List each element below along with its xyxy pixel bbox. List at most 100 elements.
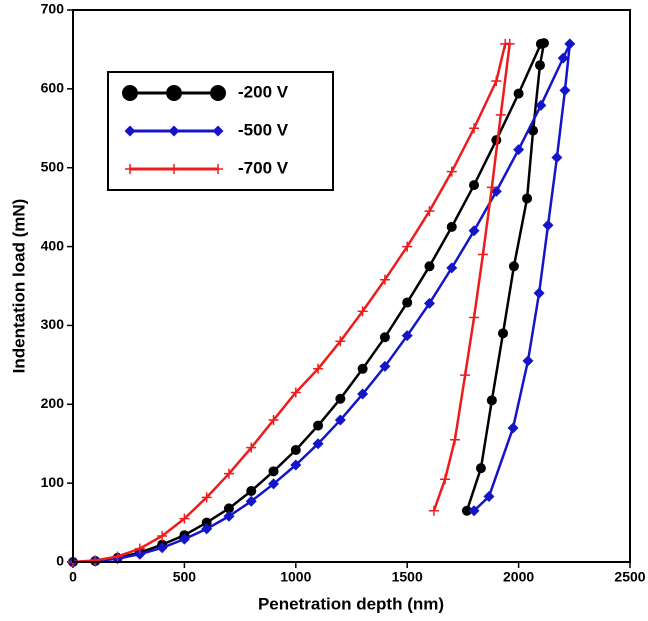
plot-frame bbox=[72, 9, 631, 563]
y-tick-label: 300 bbox=[41, 316, 65, 332]
marker bbox=[469, 312, 480, 323]
marker bbox=[290, 445, 301, 456]
x-axis-title: Penetration depth (nm) bbox=[258, 594, 444, 613]
marker bbox=[428, 505, 439, 516]
legend-label: -700 V bbox=[238, 158, 289, 177]
marker bbox=[475, 463, 486, 474]
marker bbox=[460, 370, 471, 381]
marker bbox=[357, 306, 368, 317]
marker bbox=[559, 84, 571, 96]
marker bbox=[522, 193, 533, 204]
marker bbox=[535, 99, 547, 111]
legend-marker bbox=[168, 125, 180, 137]
marker bbox=[223, 503, 234, 514]
y-axis-title: Indentation load (mN) bbox=[9, 199, 28, 374]
marker bbox=[513, 144, 525, 156]
marker bbox=[112, 551, 123, 562]
marker bbox=[246, 442, 257, 453]
marker bbox=[178, 533, 190, 545]
marker bbox=[469, 180, 480, 191]
marker bbox=[504, 38, 515, 49]
marker bbox=[491, 75, 502, 86]
marker bbox=[313, 420, 324, 431]
marker bbox=[469, 123, 480, 134]
marker bbox=[245, 495, 257, 507]
series-line bbox=[72, 42, 511, 564]
marker bbox=[290, 387, 301, 398]
legend-marker bbox=[169, 164, 179, 174]
y-tick-label: 200 bbox=[41, 395, 65, 411]
marker bbox=[402, 241, 413, 252]
marker bbox=[157, 530, 168, 541]
marker bbox=[246, 486, 257, 497]
marker bbox=[334, 414, 346, 426]
legend-marker bbox=[122, 85, 138, 101]
legend-label: -500 V bbox=[238, 120, 289, 139]
marker bbox=[424, 206, 435, 217]
marker bbox=[268, 466, 279, 477]
marker bbox=[461, 505, 472, 516]
y-tick-label: 100 bbox=[41, 474, 65, 490]
marker bbox=[134, 548, 146, 560]
marker bbox=[156, 542, 168, 554]
marker bbox=[401, 330, 413, 342]
marker bbox=[468, 505, 480, 517]
marker bbox=[335, 393, 346, 404]
marker bbox=[498, 328, 509, 339]
marker bbox=[538, 38, 549, 49]
marker bbox=[486, 395, 497, 406]
legend-marker bbox=[213, 164, 223, 174]
marker bbox=[477, 249, 488, 260]
marker bbox=[201, 492, 212, 503]
marker bbox=[490, 185, 502, 197]
marker bbox=[446, 262, 458, 274]
marker bbox=[268, 478, 280, 490]
marker bbox=[134, 543, 145, 554]
y-tick-label: 500 bbox=[41, 158, 65, 174]
marker bbox=[468, 225, 480, 237]
marker bbox=[201, 517, 212, 528]
marker bbox=[513, 88, 524, 99]
x-tick-label: 1000 bbox=[280, 569, 311, 585]
legend-marker bbox=[125, 164, 135, 174]
marker bbox=[564, 38, 576, 50]
marker bbox=[179, 513, 190, 524]
marker bbox=[542, 219, 554, 231]
marker bbox=[268, 415, 279, 426]
legend-marker bbox=[166, 85, 182, 101]
marker bbox=[379, 274, 390, 285]
y-tick-label: 400 bbox=[41, 237, 65, 253]
marker bbox=[486, 182, 497, 193]
marker bbox=[379, 332, 390, 343]
marker bbox=[335, 336, 346, 347]
marker bbox=[424, 261, 435, 272]
marker bbox=[423, 297, 435, 309]
marker bbox=[357, 388, 369, 400]
marker bbox=[446, 166, 457, 177]
y-tick-label: 600 bbox=[41, 80, 65, 96]
x-tick-label: 1500 bbox=[392, 569, 423, 585]
marker bbox=[357, 363, 368, 374]
x-tick-label: 2000 bbox=[503, 569, 534, 585]
marker bbox=[508, 261, 519, 272]
marker bbox=[495, 109, 506, 120]
y-tick-label: 0 bbox=[56, 553, 64, 569]
marker bbox=[440, 474, 451, 485]
legend-marker bbox=[124, 125, 136, 137]
marker bbox=[522, 355, 534, 367]
marker bbox=[201, 523, 213, 535]
legend-label: -200 V bbox=[238, 82, 289, 101]
marker bbox=[379, 360, 391, 372]
x-tick-label: 0 bbox=[69, 569, 77, 585]
marker bbox=[507, 422, 519, 434]
marker bbox=[551, 151, 563, 163]
marker bbox=[449, 434, 460, 445]
marker bbox=[557, 52, 569, 64]
legend: -200 V -500 V -700 V bbox=[107, 71, 334, 191]
marker bbox=[223, 468, 234, 479]
marker bbox=[223, 510, 235, 522]
y-tick-label: 700 bbox=[41, 1, 65, 17]
marker bbox=[312, 438, 324, 450]
